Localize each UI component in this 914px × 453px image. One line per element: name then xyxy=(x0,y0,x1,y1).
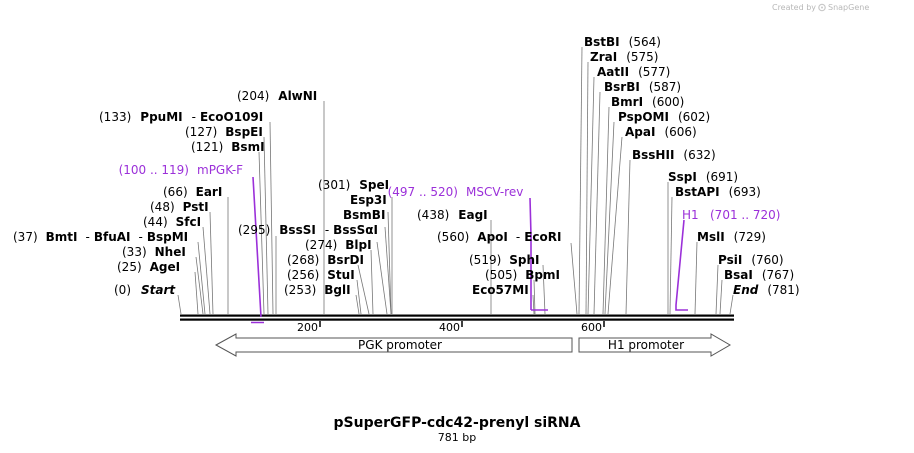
site-bsmi[interactable]: (121) BsmI xyxy=(191,140,265,154)
site-bsssi-group[interactable]: (295) BssSI - BssSαI xyxy=(238,223,378,237)
snapgene-logo-icon xyxy=(818,3,826,12)
site-sphi[interactable]: (519) SphI xyxy=(469,253,540,267)
site-ppumi-group[interactable]: (133) PpuMI - EcoO109I xyxy=(99,110,263,124)
primer-markers xyxy=(251,176,688,324)
primer-mscvrev-marker[interactable] xyxy=(529,197,548,311)
feature-pgk-promoter[interactable]: PGK promoter xyxy=(214,333,573,357)
site-psii[interactable]: PsiI (760) xyxy=(718,253,784,267)
map-title: pSuperGFP-cdc42-prenyl siRNA xyxy=(334,415,581,431)
site-connectors xyxy=(177,46,734,315)
tick-label-400: 400 xyxy=(439,321,460,334)
site-bsshii[interactable]: BssHII (632) xyxy=(632,148,716,162)
dna-backbone xyxy=(180,314,734,321)
primer-mpgkf-range: (100 .. 119) xyxy=(119,163,189,177)
site-start[interactable]: (0) Start xyxy=(114,283,176,297)
site-bmri[interactable]: BmrI (600) xyxy=(611,95,684,109)
primer-h1-range: (701 .. 720) xyxy=(710,208,780,222)
site-bsrbi[interactable]: BsrBI (587) xyxy=(604,80,681,94)
site-esp3i[interactable]: Esp3I xyxy=(350,193,387,207)
primer-h1-name[interactable]: H1 xyxy=(682,208,699,222)
watermark-text: Created by xyxy=(772,3,816,12)
primer-mpgkf-name[interactable]: mPGK-F xyxy=(197,163,243,177)
site-eco57mi[interactable]: Eco57MI xyxy=(472,283,529,297)
site-sfci[interactable]: (44) SfcI xyxy=(143,215,201,229)
site-eari[interactable]: (66) EarI xyxy=(163,185,222,199)
watermark-brand: SnapGene xyxy=(828,3,869,12)
site-stui[interactable]: (256) StuI xyxy=(287,268,355,282)
site-spei[interactable]: (301) SpeI xyxy=(318,178,389,192)
site-end[interactable]: End (781) xyxy=(733,283,800,297)
primer-mpgkf-marker[interactable] xyxy=(251,176,264,324)
primer-mscvrev-range: (497 .. 520) xyxy=(388,185,458,199)
primer-h1-marker[interactable] xyxy=(675,219,688,311)
site-bmti-group[interactable]: (37) BmtI - BfuAI - BspMI xyxy=(13,230,188,244)
site-psti[interactable]: (48) PstI xyxy=(150,200,209,214)
site-bstbi[interactable]: BstBI (564) xyxy=(584,35,661,49)
site-bspei[interactable]: (127) BspEI xyxy=(185,125,263,139)
map-length: 781 bp xyxy=(438,431,476,444)
feature-h1-promoter[interactable]: H1 promoter xyxy=(578,333,731,357)
site-zrai[interactable]: ZraI (575) xyxy=(590,50,658,64)
site-apai[interactable]: ApaI (606) xyxy=(625,125,697,139)
site-bsmbi[interactable]: BsmBI xyxy=(343,208,385,222)
site-sspi[interactable]: SspI (691) xyxy=(668,170,738,184)
site-pspomi[interactable]: PspOMI (602) xyxy=(618,110,710,124)
site-bgli[interactable]: (253) BglI xyxy=(284,283,351,297)
site-agei[interactable]: (25) AgeI xyxy=(117,260,180,274)
site-nhei[interactable]: (33) NheI xyxy=(122,245,186,259)
site-aatii[interactable]: AatII (577) xyxy=(597,65,670,79)
site-apoi-group[interactable]: (560) ApoI - EcoRI xyxy=(437,230,561,244)
site-eagi[interactable]: (438) EagI xyxy=(417,208,488,222)
primer-mscvrev-name[interactable]: MSCV-rev xyxy=(466,185,523,199)
feature-pgk-label: PGK promoter xyxy=(358,338,442,352)
feature-h1-label: H1 promoter xyxy=(608,338,684,352)
tick-label-200: 200 xyxy=(297,321,318,334)
site-bpmi[interactable]: (505) BpmI xyxy=(485,268,560,282)
ruler-ticks: 200 400 600 xyxy=(297,321,605,334)
site-bsrdi[interactable]: (268) BsrDI xyxy=(287,253,364,267)
site-alwni[interactable]: (204) AlwNI xyxy=(237,89,317,103)
site-bsai[interactable]: BsaI (767) xyxy=(724,268,794,282)
site-bstapi[interactable]: BstAPI (693) xyxy=(675,185,761,199)
site-msli[interactable]: MslI (729) xyxy=(697,230,766,244)
tick-label-600: 600 xyxy=(581,321,602,334)
site-blpi[interactable]: (274) BlpI xyxy=(305,238,372,252)
